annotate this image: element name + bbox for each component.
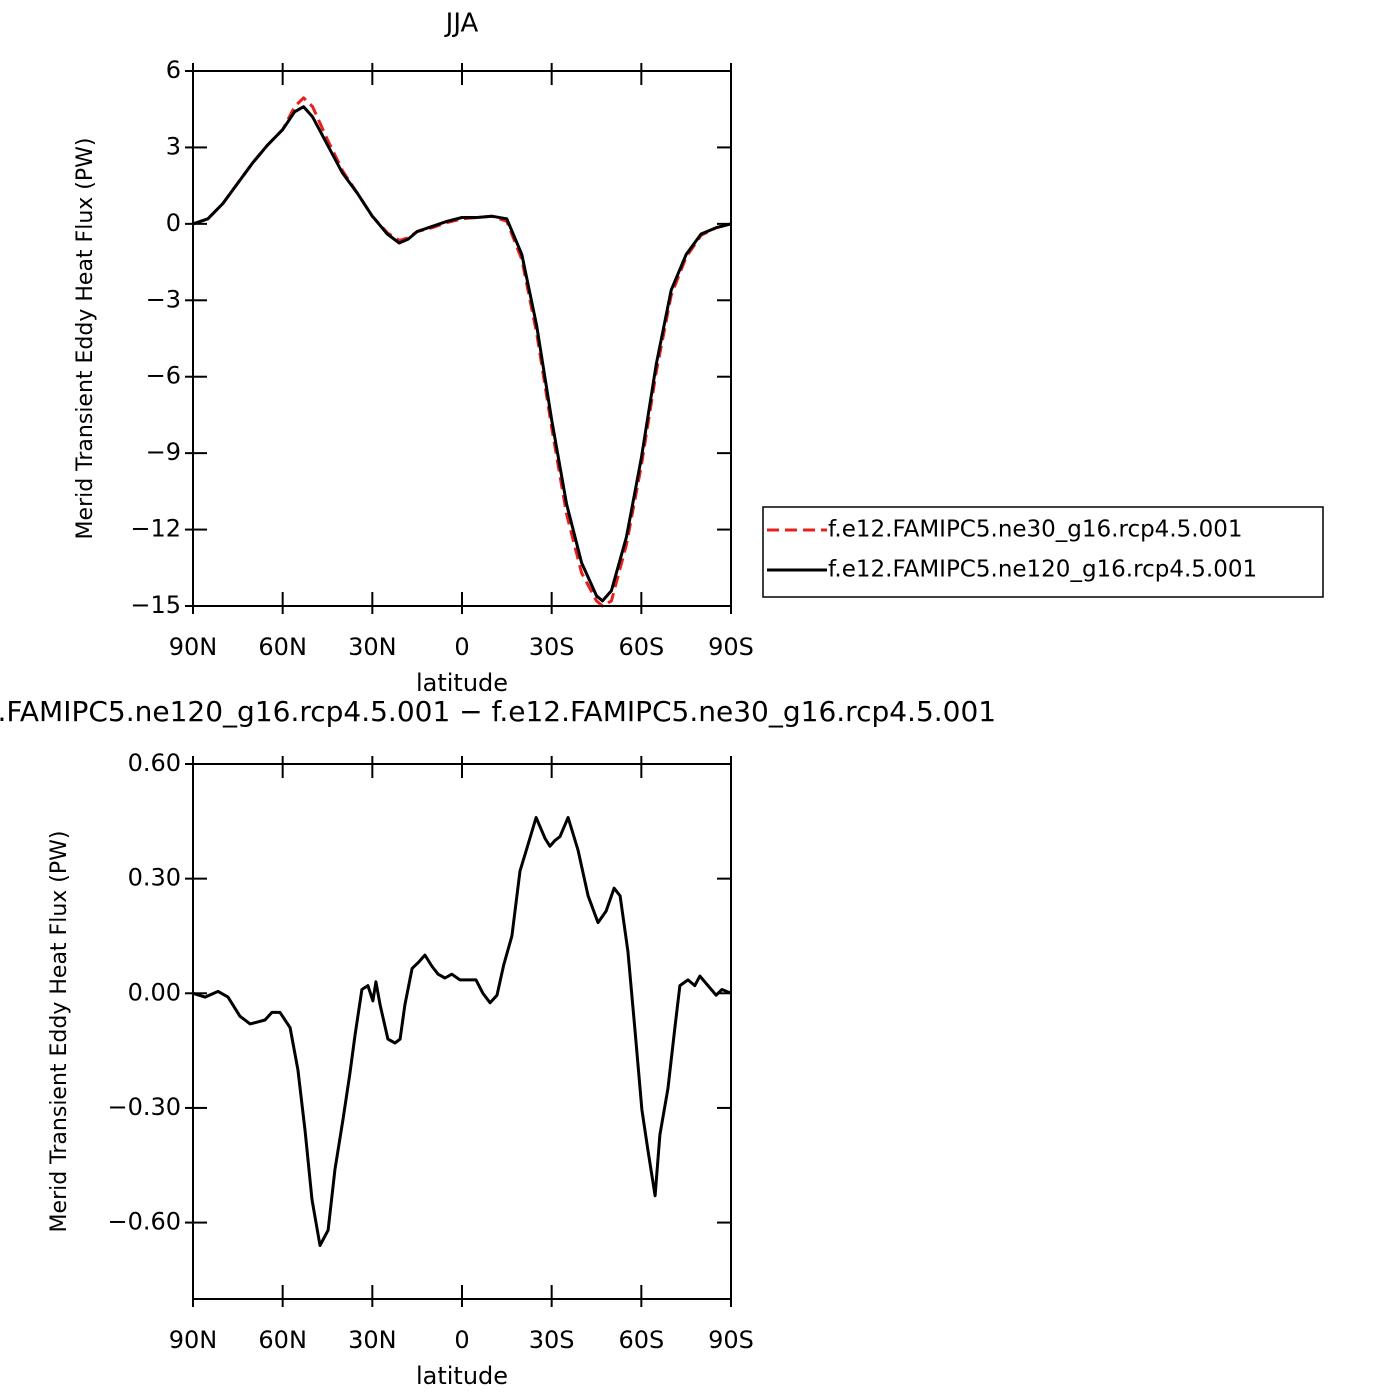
- x-tick-label: 90S: [708, 633, 754, 661]
- y-tick-label: 0.00: [128, 978, 181, 1006]
- y-tick-label: −0.60: [107, 1208, 181, 1236]
- x-tick-label: 90S: [708, 1326, 754, 1354]
- x-tick-label: 30S: [529, 633, 575, 661]
- y-tick-label: −12: [130, 515, 181, 543]
- x-tick-label: 90N: [169, 1326, 218, 1354]
- y-axis-label: Merid Transient Eddy Heat Flux (PW): [47, 831, 72, 1233]
- chart-title: JJA: [444, 9, 479, 39]
- y-tick-label: 0.60: [128, 749, 181, 777]
- x-tick-label: 60S: [618, 1326, 664, 1354]
- x-tick-label: 30N: [348, 633, 397, 661]
- x-tick-label: 60N: [258, 633, 307, 661]
- x-tick-label: 30S: [529, 1326, 575, 1354]
- x-tick-label: 90N: [169, 633, 218, 661]
- data-line: [192, 105, 732, 603]
- y-tick-label: −9: [146, 438, 181, 466]
- x-axis-label: latitude: [416, 1362, 508, 1390]
- y-axis-label: Merid Transient Eddy Heat Flux (PW): [73, 138, 98, 540]
- y-tick-label: −3: [146, 285, 181, 313]
- y-tick-label: 0: [166, 209, 181, 237]
- x-tick-label: 60N: [258, 1326, 307, 1354]
- data-line: [192, 816, 732, 1247]
- x-tick-label: 0: [454, 1326, 469, 1354]
- y-tick-label: 3: [166, 132, 181, 160]
- x-tick-label: 30N: [348, 1326, 397, 1354]
- legend-box: [762, 506, 1324, 598]
- y-tick-label: −6: [146, 362, 181, 390]
- x-axis-label: latitude: [416, 669, 508, 697]
- x-tick-label: 60S: [618, 633, 664, 661]
- chart-title: f.e12.FAMIPC5.ne120_g16.rcp4.5.001 − f.e…: [0, 695, 996, 728]
- y-tick-label: 0.30: [128, 864, 181, 892]
- legend-label: f.e12.FAMIPC5.ne120_g16.rcp4.5.001: [828, 557, 1257, 583]
- plot-frame: [192, 70, 732, 607]
- data-line: [192, 96, 732, 608]
- y-tick-label: −15: [130, 591, 181, 619]
- x-tick-label: 0: [454, 633, 469, 661]
- plot-frame: [192, 763, 732, 1300]
- legend-label: f.e12.FAMIPC5.ne30_g16.rcp4.5.001: [828, 517, 1242, 543]
- y-tick-label: 6: [166, 56, 181, 84]
- y-tick-label: −0.30: [107, 1093, 181, 1121]
